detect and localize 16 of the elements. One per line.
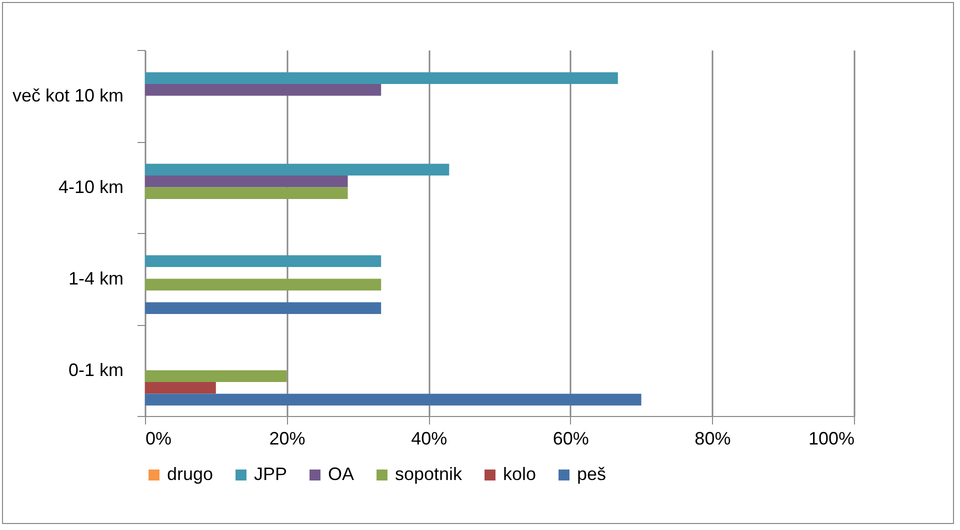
legend-label: kolo — [503, 464, 536, 484]
x-tick-label: 0% — [146, 428, 172, 448]
x-tick-label: 100% — [808, 428, 854, 448]
y-tick-label: 4-10 km — [58, 176, 124, 197]
y-tick-label: več kot 10 km — [12, 85, 124, 106]
legend-label: drugo — [167, 464, 214, 484]
legend-label: OA — [328, 464, 354, 484]
x-tick-label: 80% — [694, 428, 731, 448]
legend-label: sopotnik — [395, 464, 464, 484]
y-tick-label: 1-4 km — [68, 268, 124, 288]
legend-label: JPP — [254, 464, 288, 484]
legend-label: peš — [577, 464, 606, 484]
x-tick-label: 40% — [411, 428, 448, 448]
y-tick-label: 0-1 km — [68, 360, 124, 380]
x-tick-label: 20% — [269, 428, 306, 448]
x-tick-label: 60% — [552, 428, 589, 448]
